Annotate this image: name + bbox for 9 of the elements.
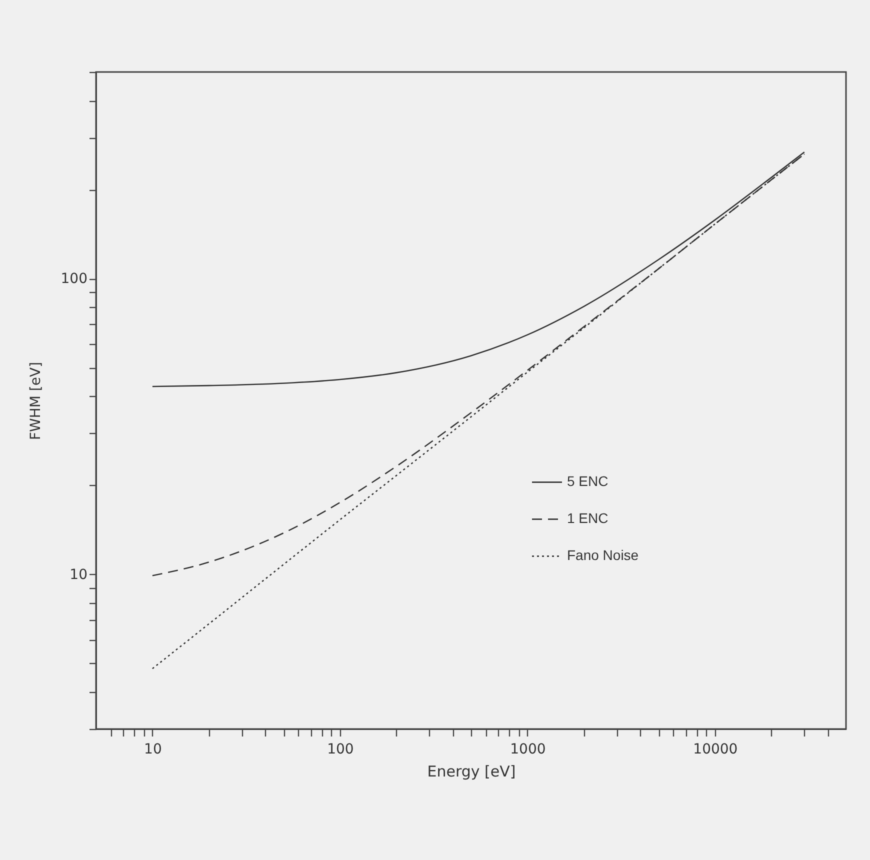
x-tick-label: 10: [144, 742, 162, 758]
legend-label: Fano Noise: [567, 547, 639, 564]
y-axis-title: FWHM [eV]: [28, 362, 44, 440]
x-tick-label: 10000: [693, 742, 738, 758]
x-tick-label: 100: [327, 742, 354, 758]
legend-label: 1 ENC: [567, 510, 608, 526]
x-axis-title: Energy [eV]: [427, 762, 516, 780]
x-tick-label: 1000: [510, 742, 546, 758]
legend-label: 5 ENC: [567, 473, 608, 490]
